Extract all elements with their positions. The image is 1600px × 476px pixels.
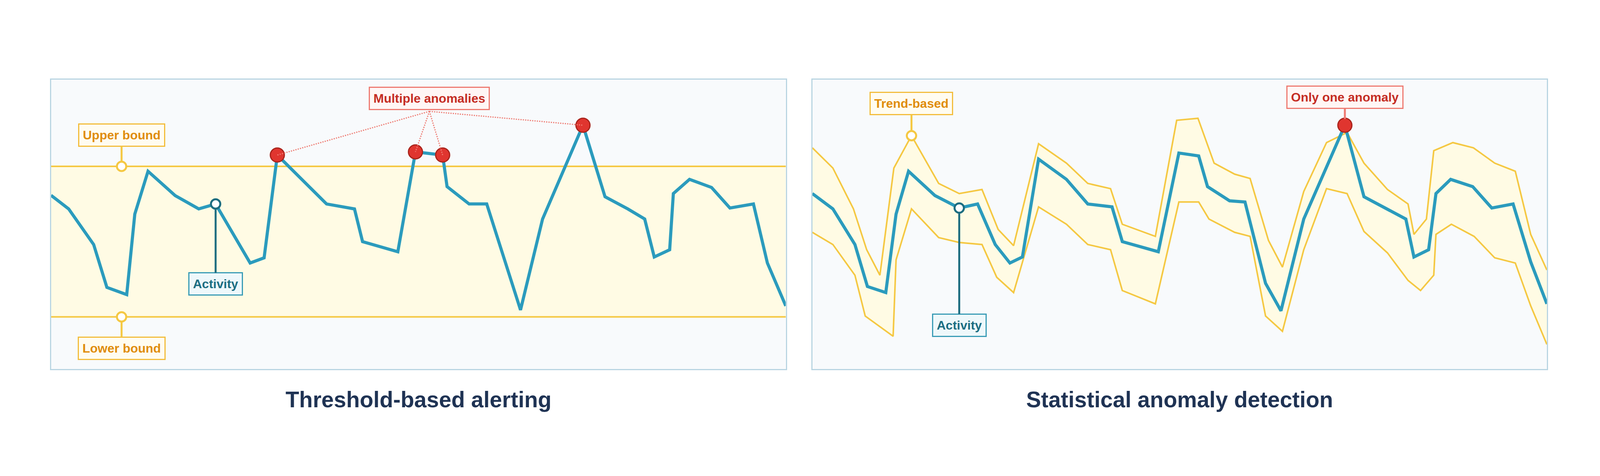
svg-text:Upper bound: Upper bound <box>82 128 161 143</box>
svg-text:Trend-based: Trend-based <box>874 96 949 111</box>
svg-text:Lower bound: Lower bound <box>82 341 161 356</box>
svg-text:Threshold-based alerting: Threshold-based alerting <box>285 387 552 413</box>
svg-text:Only one anomaly: Only one anomaly <box>1291 90 1399 105</box>
svg-text:Activity: Activity <box>192 276 239 292</box>
svg-text:Activity: Activity <box>936 318 983 333</box>
svg-text:Statistical anomaly detection: Statistical anomaly detection <box>1026 387 1334 413</box>
svg-text:Multiple anomalies: Multiple anomalies <box>373 91 486 106</box>
